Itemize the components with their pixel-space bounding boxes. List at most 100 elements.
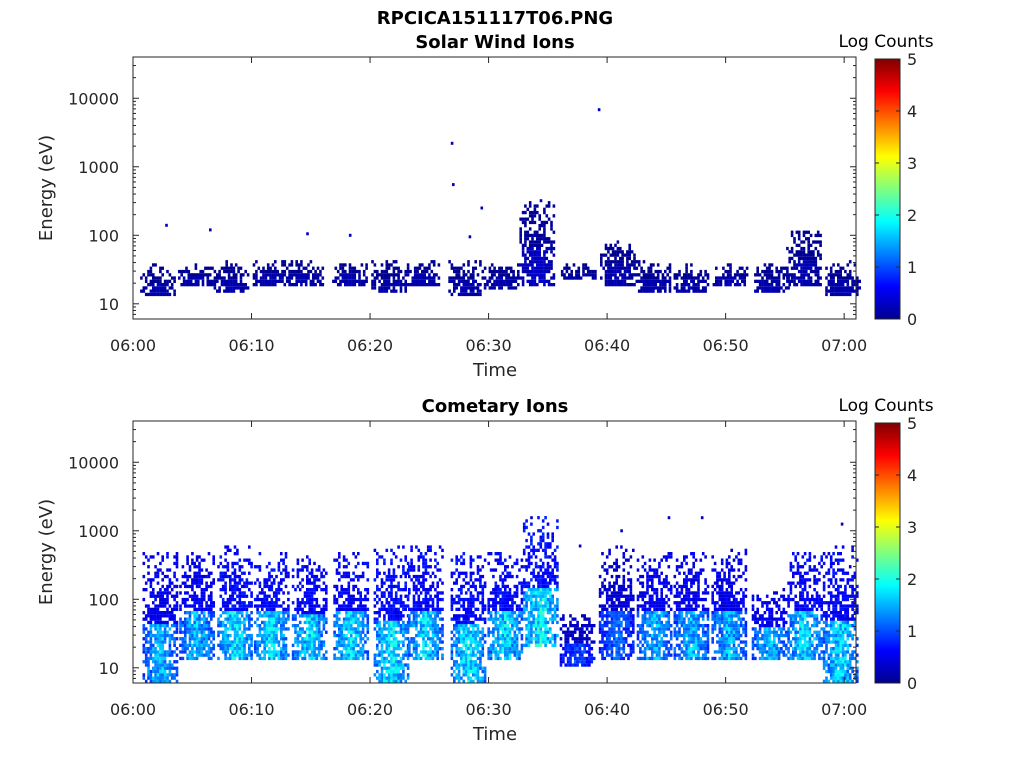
heatmap-cell xyxy=(170,650,174,654)
heatmap-cell xyxy=(417,614,421,618)
heatmap-cell xyxy=(408,568,411,572)
heatmap-cell xyxy=(426,588,430,592)
heatmap-cell xyxy=(453,283,456,287)
heatmap-cell xyxy=(589,273,592,277)
heatmap-cell xyxy=(253,640,257,644)
heatmap-cell xyxy=(526,256,530,261)
heatmap-cell xyxy=(522,607,526,611)
heatmap-cell xyxy=(316,273,320,277)
heatmap-cell xyxy=(402,627,405,631)
heatmap-cell xyxy=(359,574,362,579)
heatmap-cell xyxy=(188,574,192,579)
colorbar-tick-label: 4 xyxy=(907,102,917,121)
heatmap-cell xyxy=(309,269,313,274)
heatmap-cell xyxy=(501,561,505,566)
heatmap-cell xyxy=(240,620,244,625)
heatmap-cell xyxy=(152,607,155,611)
heatmap-cell xyxy=(195,647,199,651)
heatmap-cell xyxy=(528,253,532,257)
heatmap-cell xyxy=(536,210,539,215)
heatmap-cell xyxy=(298,581,302,585)
heatmap-cell xyxy=(159,669,162,674)
heatmap-cell xyxy=(508,604,512,608)
heatmap-cell xyxy=(184,650,187,654)
heatmap-cell xyxy=(175,607,179,611)
heatmap-cell xyxy=(320,614,323,618)
heatmap-cell xyxy=(142,637,146,641)
heatmap-cell xyxy=(415,601,418,605)
heatmap-cell xyxy=(453,676,456,680)
heatmap-cell xyxy=(816,253,820,257)
heatmap-cell xyxy=(349,594,353,598)
heatmap-cell xyxy=(399,286,403,290)
heatmap-cell xyxy=(743,279,746,283)
heatmap-cell xyxy=(394,283,398,287)
heatmap-cell xyxy=(526,279,530,283)
heatmap-cell xyxy=(397,584,400,589)
heatmap-cell xyxy=(248,647,251,651)
heatmap-cell xyxy=(301,568,304,572)
heatmap-cell xyxy=(424,643,428,647)
heatmap-cell xyxy=(188,617,192,621)
heatmap-cell xyxy=(296,653,300,657)
heatmap-cell xyxy=(341,276,345,280)
heatmap-cell xyxy=(280,588,283,592)
heatmap-cell xyxy=(193,565,196,569)
heatmap-cell xyxy=(212,637,215,641)
heatmap-cell xyxy=(415,633,418,638)
heatmap-cell xyxy=(496,640,500,644)
heatmap-cell xyxy=(256,617,259,621)
heatmap-cell xyxy=(349,630,353,634)
heatmap-cell xyxy=(460,660,463,664)
heatmap-cell xyxy=(163,673,167,677)
heatmap-cell xyxy=(243,558,246,562)
heatmap-cell xyxy=(301,578,304,582)
heatmap-cell xyxy=(457,266,461,270)
heatmap-cell xyxy=(383,673,386,677)
heatmap-cell xyxy=(240,643,244,647)
heatmap-cell xyxy=(733,283,737,287)
heatmap-cell xyxy=(342,617,346,621)
heatmap-cell xyxy=(505,279,508,283)
heatmap-cell xyxy=(161,292,164,297)
heatmap-cell xyxy=(243,617,246,621)
heatmap-cell xyxy=(807,240,810,244)
heatmap-cell xyxy=(261,588,264,592)
heatmap-cell xyxy=(697,286,700,290)
heatmap-cell xyxy=(462,656,466,661)
heatmap-cell xyxy=(283,283,287,287)
heatmap-cell xyxy=(628,250,631,254)
heatmap-cell xyxy=(504,578,507,582)
heatmap-cell xyxy=(476,578,480,582)
heatmap-cell xyxy=(545,240,549,244)
heatmap-cell xyxy=(715,276,718,280)
heatmap-cell xyxy=(457,666,461,670)
heatmap-cell xyxy=(208,283,212,287)
heatmap-cell xyxy=(457,276,461,280)
heatmap-cell xyxy=(528,220,532,225)
heatmap-cell xyxy=(531,276,534,280)
heatmap-cell xyxy=(301,584,304,589)
heatmap-cell xyxy=(156,604,160,608)
heatmap-cell xyxy=(846,276,850,280)
heatmap-cell xyxy=(387,574,391,579)
heatmap-cell xyxy=(800,256,803,261)
heatmap-cell xyxy=(161,673,164,677)
heatmap-cell xyxy=(834,273,838,277)
heatmap-cell xyxy=(819,253,822,257)
heatmap-cell xyxy=(298,614,302,618)
heatmap-cell xyxy=(533,279,537,283)
heatmap-cell xyxy=(507,276,511,280)
heatmap-cell xyxy=(191,650,194,654)
heatmap-cell xyxy=(513,650,517,654)
heatmap-cell xyxy=(522,617,526,621)
heatmap-cell xyxy=(715,279,718,283)
heatmap-cell xyxy=(519,237,522,241)
heatmap-cell xyxy=(268,624,271,628)
heatmap-cell xyxy=(322,597,326,602)
heatmap-cell xyxy=(594,273,597,277)
heatmap-cell xyxy=(406,597,410,602)
heatmap-cell xyxy=(501,617,505,621)
heatmap-cell xyxy=(224,584,227,589)
